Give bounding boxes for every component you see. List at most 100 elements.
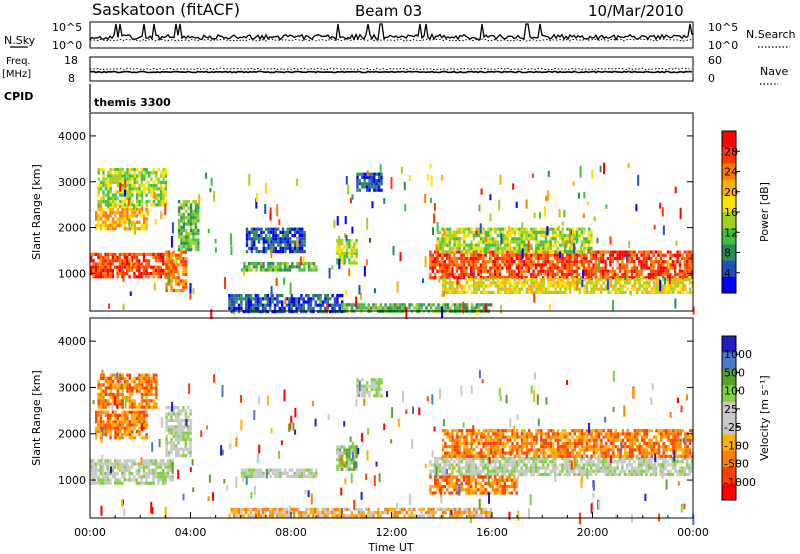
velocity-cell (429, 469, 432, 473)
velocity-cell (97, 475, 100, 479)
velocity-cell (343, 445, 346, 449)
power-cell (361, 185, 364, 189)
velocity-cell (164, 481, 167, 485)
power-cell (290, 306, 293, 310)
velocity-cell (375, 394, 378, 398)
power-cell (477, 246, 480, 250)
power-cell (312, 262, 316, 266)
velocity-cell (489, 463, 492, 467)
power-cell (523, 278, 526, 282)
velocity-cell (470, 488, 473, 492)
velocity-cell (681, 456, 684, 461)
power-cell (520, 284, 524, 288)
power-cell (317, 310, 320, 314)
velocity-cell (467, 481, 470, 485)
power-scatter-point (572, 181, 575, 186)
velocity-cell (187, 428, 190, 432)
power-cell (638, 250, 641, 254)
power-cell (133, 187, 136, 191)
velocity-cell (126, 462, 129, 466)
power-cell (114, 259, 117, 263)
velocity-cell (436, 463, 439, 467)
power-cell (480, 281, 483, 285)
power-cell (155, 203, 158, 207)
power-cell (348, 258, 351, 262)
power-cell (434, 266, 437, 270)
power-cell (138, 259, 141, 263)
velocity-cell (602, 463, 605, 467)
velocity-cell (131, 389, 134, 393)
velocity-cell (477, 488, 480, 492)
power-cell (438, 263, 442, 267)
power-cell (506, 266, 509, 270)
velocity-cell (130, 465, 134, 469)
velocity-cell (187, 406, 190, 410)
power-cell (116, 196, 120, 200)
velocity-cell (609, 472, 612, 477)
velocity-cell (111, 462, 114, 466)
power-cell (128, 174, 132, 178)
velocity-cell (145, 405, 148, 409)
velocity-cell (94, 481, 98, 485)
velocity-cell (597, 469, 600, 473)
power-scatter-point (134, 223, 137, 235)
velocity-cell (123, 383, 127, 387)
velocity-cell (189, 431, 192, 435)
velocity-cell (140, 373, 144, 377)
velocity-cell (177, 450, 180, 454)
power-scatter-point (430, 197, 432, 203)
power-cell (269, 227, 273, 231)
power-scatter-point (189, 289, 192, 300)
velocity-cell (474, 481, 478, 485)
power-cell (546, 260, 550, 264)
power-scatter-point (674, 298, 677, 309)
power-cell (573, 269, 576, 273)
power-cell (602, 266, 605, 270)
velocity-cell (135, 413, 139, 417)
velocity-cell (116, 459, 119, 463)
power-cell (654, 276, 658, 280)
velocity-cell (154, 459, 158, 463)
power-cell (135, 203, 139, 207)
power-cell (597, 256, 600, 261)
power-cell (192, 200, 195, 204)
velocity-cell (462, 475, 466, 479)
power-cell (165, 260, 168, 264)
velocity-cell (131, 405, 134, 409)
power-cell (688, 256, 691, 261)
power-cell (501, 284, 505, 288)
velocity-cell (138, 389, 141, 393)
power-scatter-point (233, 310, 236, 315)
velocity-cell (616, 472, 619, 477)
power-cell (131, 174, 134, 178)
velocity-cell (140, 399, 144, 403)
power-cell (678, 260, 682, 264)
power-cell (121, 259, 124, 263)
power-cell (439, 243, 442, 247)
velocity-cell (111, 413, 115, 417)
power-cell (114, 174, 117, 178)
power-cell (116, 207, 119, 212)
velocity-cell (602, 460, 605, 464)
velocity-cell (295, 468, 299, 472)
power-cell (434, 272, 437, 277)
velocity-cell (590, 456, 593, 461)
power-cell (175, 282, 178, 286)
power-cell (249, 310, 253, 314)
velocity-cell (455, 463, 458, 467)
velocity-cell (508, 485, 511, 489)
power-cell (472, 276, 475, 280)
power-cell (102, 220, 105, 224)
power-cell (274, 250, 277, 254)
power-cell (365, 175, 369, 179)
velocity-cell (458, 466, 461, 470)
power-cell (172, 266, 175, 270)
power-cell (97, 217, 100, 221)
power-cell (666, 269, 670, 273)
power-cell (228, 294, 231, 298)
colorbar-tick-label: 12 (724, 226, 738, 239)
velocity-cell (674, 469, 677, 473)
power-cell (563, 250, 567, 254)
velocity-cell (365, 384, 369, 388)
power-cell (355, 239, 358, 243)
